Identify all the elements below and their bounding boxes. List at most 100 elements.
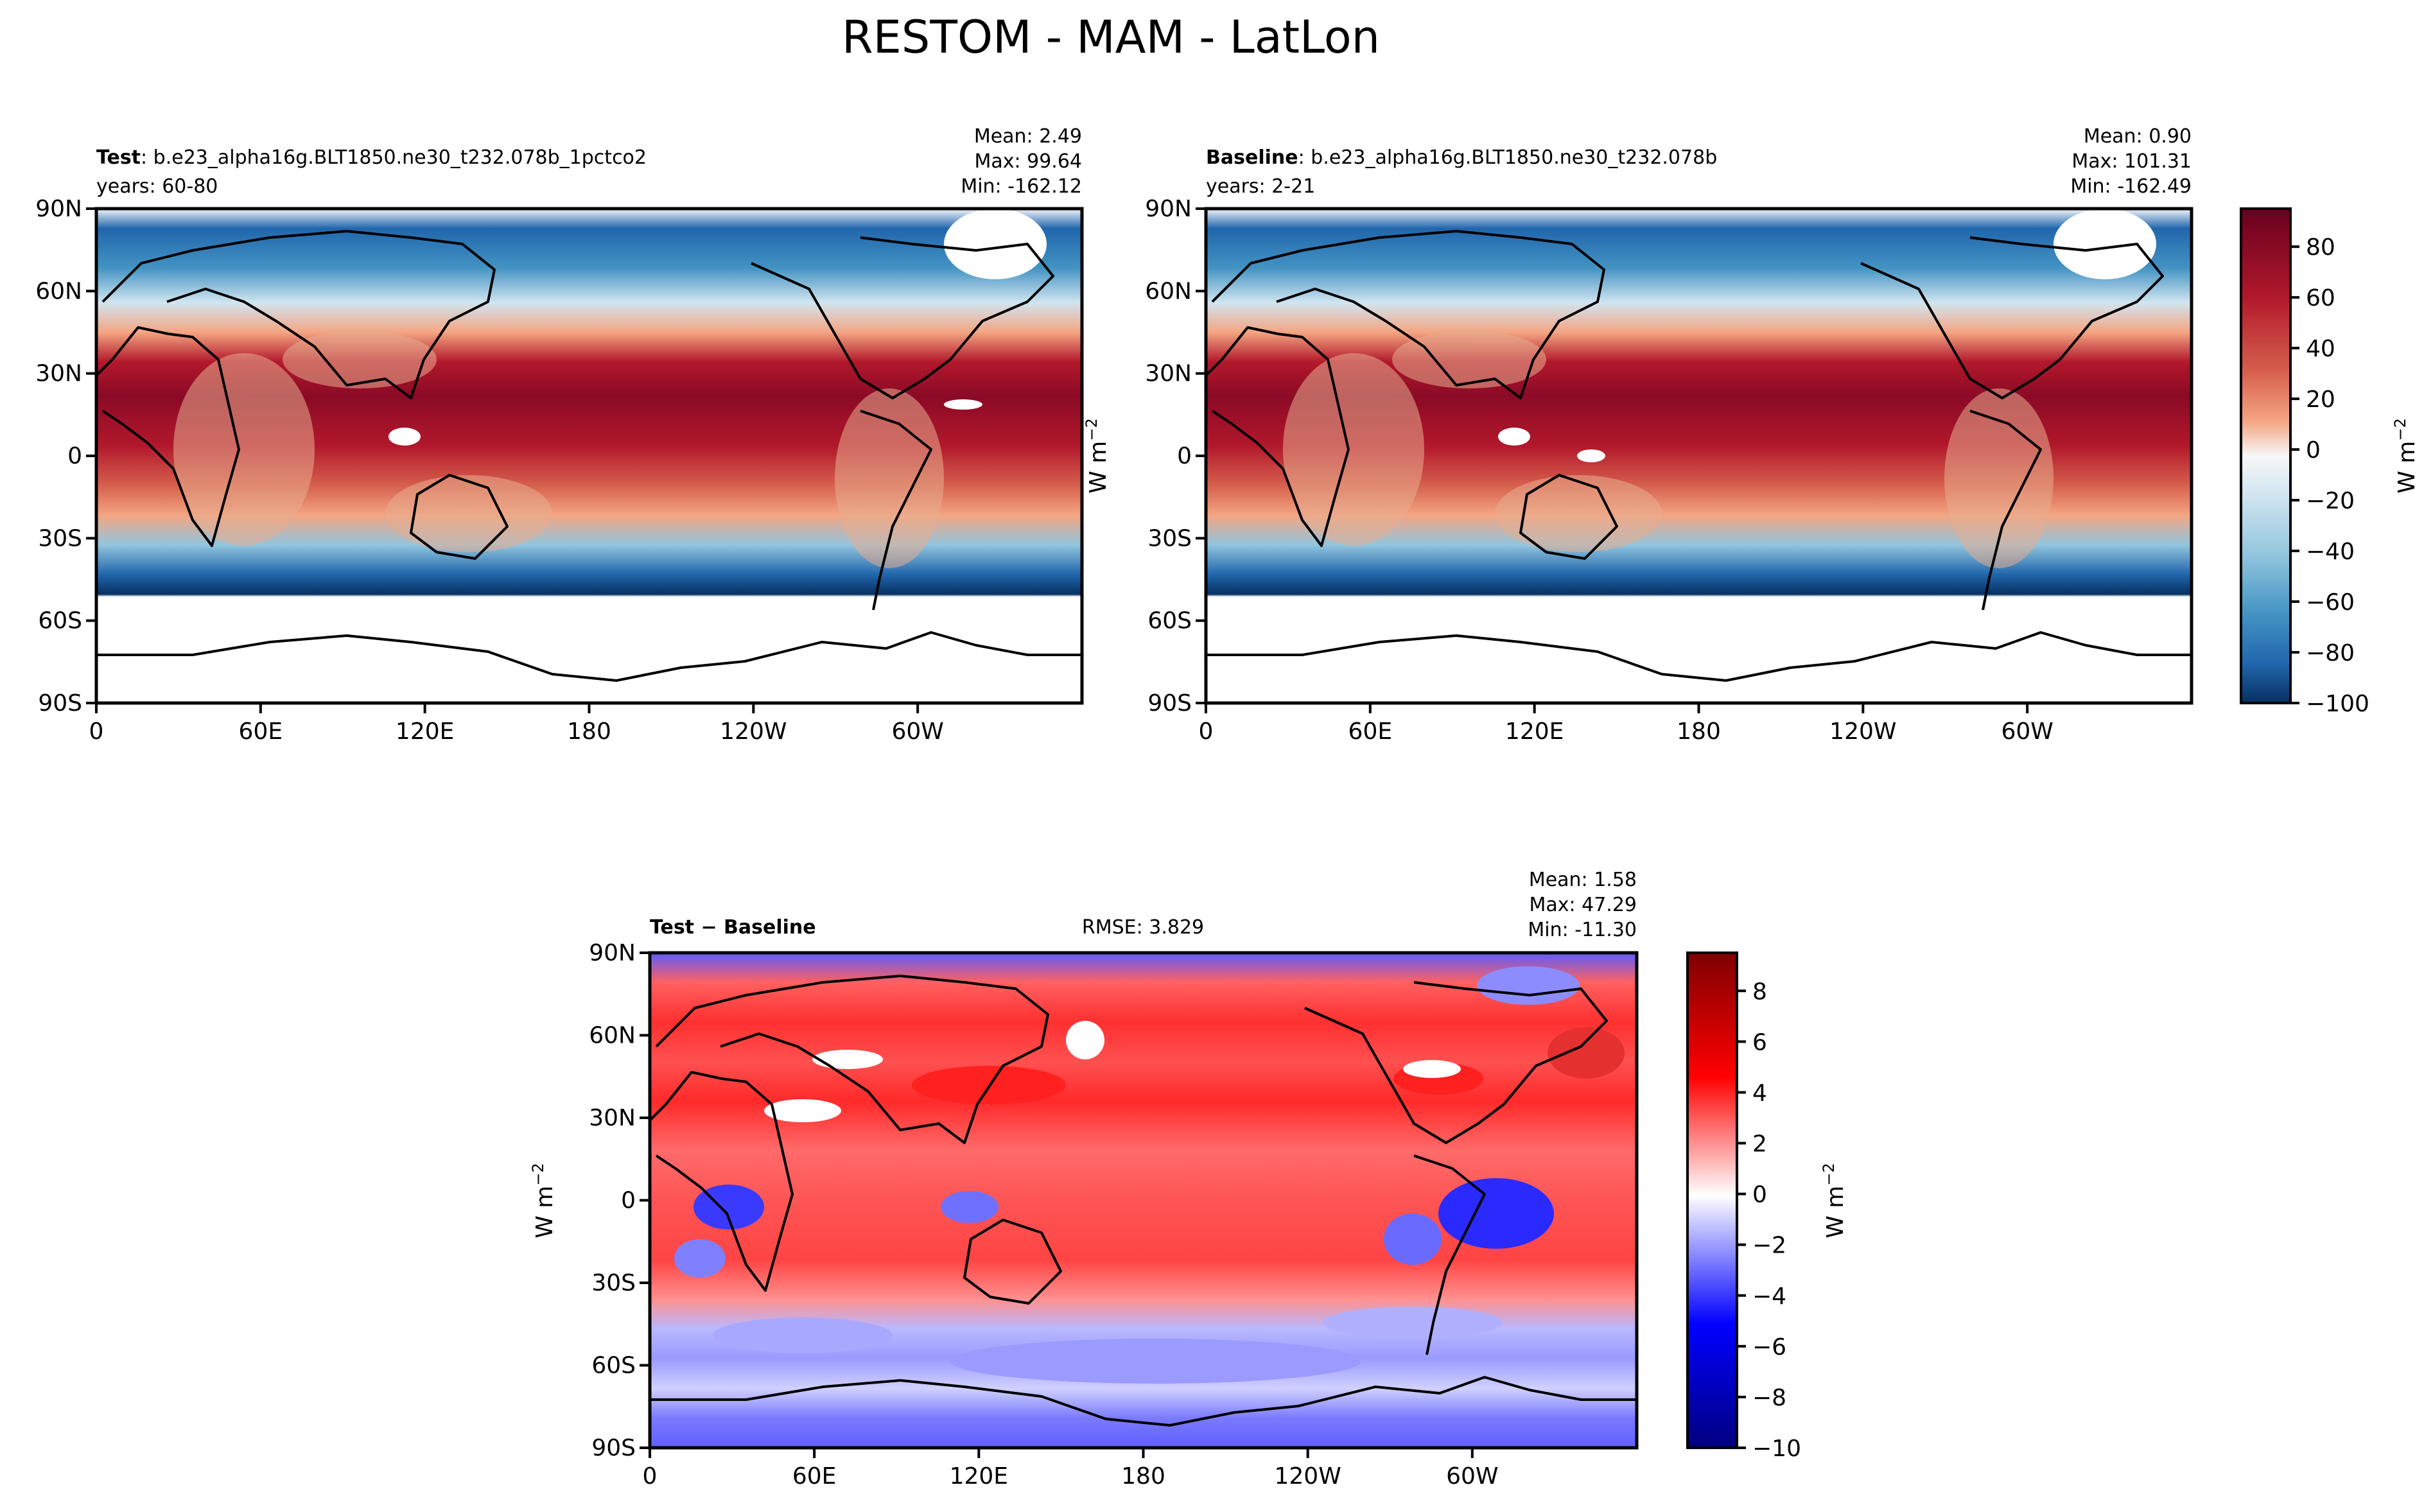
baseline-label-case: : b.e23_alpha16g.BLT1850.ne30_t232.078b [1298,146,1718,169]
bottom-colorbar-tick-label: −6 [1752,1334,1786,1360]
top-colorbar-tick-label: −80 [2306,640,2355,666]
diff-xticks: 0 60E 120E 180 120W 60W [643,1448,1499,1490]
baseline-xticks: 0 60E 120E 180 120W 60W [1199,703,2054,745]
top-side-unit-label: W m−2 [1083,418,1112,494]
test-xtick-label: 0 [89,718,104,745]
bottom-colorbar-tick-label: −8 [1752,1385,1786,1411]
diff-side-unit-sup: −2 [529,1163,547,1185]
baseline-xtick-label: 0 [1199,718,1214,745]
top-colorbar-tick-label: −40 [2306,539,2355,565]
top-colorbar-bar [2240,207,2292,704]
test-xtick-label: 120W [720,718,787,745]
test-mean: Mean: 2.49 [974,125,1082,148]
bottom-colorbar-tick-label: 8 [1752,978,1767,1005]
baseline-xtick-label: 120E [1505,718,1564,745]
diff-panel: Test − Baseline RMSE: 3.829 Mean: 1.58 M… [589,869,1639,1490]
baseline-ytick-label: 60S [1147,608,1192,634]
top-colorbar-tick-label: 0 [2306,437,2321,464]
baseline-yticks: 90N 60N 30N 0 30S 60S 90S [1145,196,1206,717]
diff-xtick-label: 120W [1275,1463,1341,1490]
top-colorbar-ticks: 80 60 40 20 0 −20 −40 −60 −80 −100 [2290,234,2369,717]
baseline-xtick-label: 120W [1829,718,1896,745]
test-panel: Test: b.e23_alpha16g.BLT1850.ne30_t232.0… [35,125,1084,745]
baseline-coastlines [1206,230,2192,682]
baseline-ytick-label: 30N [1145,361,1192,387]
baseline-ytick-label: 30S [1147,525,1192,552]
test-xtick-label: 60W [891,718,943,745]
baseline-years: years: 2-21 [1206,175,1315,198]
test-ytick-label: 90S [38,690,82,717]
bottom-colorbar-tick-label: 2 [1752,1131,1767,1158]
diff-xtick-label: 60W [1446,1463,1498,1490]
diff-ytick-label: 90N [589,940,636,966]
test-xtick-label: 180 [567,718,611,745]
baseline-max: Max: 101.31 [2071,150,2192,173]
diff-xtick-label: 120E [950,1463,1008,1490]
top-colorbar-label-sup: −2 [2391,418,2409,440]
test-label-bold: Test [96,146,141,169]
top-side-unit-base: W m [1085,441,1112,494]
bottom-colorbar-tick-label: 4 [1752,1080,1767,1106]
test-ytick-label: 30N [35,361,82,387]
bottom-colorbar-ticks: 8 6 4 2 0 −2 −4 −6 −8 −10 [1737,978,1801,1462]
test-coastlines [96,230,1082,682]
diff-mean: Mean: 1.58 [1529,869,1637,891]
baseline-ytick-label: 90N [1145,196,1192,222]
bottom-colorbar-tick-label: 0 [1752,1182,1767,1208]
test-label-case: : b.e23_alpha16g.BLT1850.ne30_t232.078b_… [141,146,647,169]
bottom-colorbar-tick-label: −2 [1752,1233,1786,1259]
bottom-colorbar-bar [1686,952,1738,1449]
top-colorbar-tick-label: −20 [2306,488,2355,514]
bottom-colorbar-tick-label: 6 [1752,1029,1767,1056]
diff-ytick-label: 60S [591,1353,636,1379]
bottom-colorbar-label-sup: −2 [1820,1163,1838,1185]
diff-min: Min: -11.30 [1528,919,1637,941]
diff-rmse: RMSE: 3.829 [1082,916,1204,939]
top-colorbar-label: W m−2 [2391,418,2420,494]
test-max: Max: 99.64 [974,150,1082,173]
baseline-panel: Baseline: b.e23_alpha16g.BLT1850.ne30_t2… [1145,125,2193,745]
baseline-label: Baseline: b.e23_alpha16g.BLT1850.ne30_t2… [1206,146,1717,169]
diff-side-unit-label: W m−2 [529,1163,558,1238]
test-xtick-label: 60E [239,718,283,745]
test-ytick-label: 0 [67,443,82,469]
test-xtick-label: 120E [396,718,454,745]
top-colorbar-tick-label: 20 [2306,387,2335,413]
test-years: years: 60-80 [96,175,218,198]
diff-coastlines [650,975,1637,1427]
top-colorbar-tick-label: 80 [2306,234,2335,261]
diff-xtick-label: 0 [643,1463,658,1490]
diff-ytick-label: 0 [621,1188,636,1214]
top-colorbar-tick-label: −100 [2306,691,2369,717]
top-side-unit-sup: −2 [1083,418,1101,440]
baseline-xtick-label: 180 [1677,718,1721,745]
top-colorbar-tick-label: 40 [2306,336,2335,362]
test-xticks: 0 60E 120E 180 120W 60W [89,703,944,745]
diff-label: Test − Baseline [650,916,816,939]
baseline-ytick-label: 0 [1177,443,1192,469]
diff-ytick-label: 30S [591,1270,636,1296]
test-white-patches [388,209,1047,446]
top-colorbar-tick-label: −60 [2306,589,2355,616]
bottom-colorbar-tick-label: −4 [1752,1283,1786,1310]
test-land-features [173,331,944,568]
baseline-min: Min: -162.49 [2070,175,2192,198]
bottom-colorbar-label-base: W m [1822,1186,1849,1238]
diff-xtick-label: 180 [1121,1463,1165,1490]
diff-side-unit-base: W m [532,1186,558,1238]
diff-ytick-label: 30N [589,1105,636,1131]
baseline-xtick-label: 60E [1348,718,1393,745]
baseline-mean: Mean: 0.90 [2084,125,2192,148]
baseline-white-patches [1498,209,2156,462]
test-min: Min: -162.12 [961,175,1082,198]
test-ytick-label: 30S [38,525,82,552]
diff-yticks: 90N 60N 30N 0 30S 60S 90S [589,940,650,1461]
test-ytick-label: 90N [35,196,82,222]
baseline-xtick-label: 60W [2001,718,2053,745]
top-colorbar: 80 60 40 20 0 −20 −40 −60 −80 −100 W m−2 [2240,207,2420,717]
test-ytick-label: 60N [35,278,82,304]
diff-ytick-label: 90S [591,1435,636,1461]
top-colorbar-tick-label: 60 [2306,285,2335,311]
